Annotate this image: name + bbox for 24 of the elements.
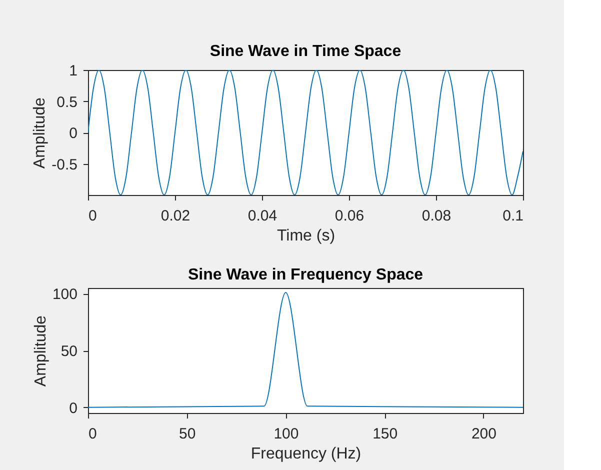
chart-title: Sine Wave in Frequency Space	[188, 266, 424, 284]
x-axis-title: Frequency (Hz)	[250, 446, 362, 462]
chart-title: Sine Wave in Time Space	[210, 43, 402, 60]
y-tick-label: 100	[52, 286, 78, 304]
y-tick-label: 0	[69, 125, 78, 142]
y-tick-label: 0	[69, 400, 78, 417]
x-axis-title: Time (s)	[276, 228, 336, 244]
x-tick-label: 0	[88, 208, 97, 224]
x-tick-label: 0.1	[502, 208, 524, 224]
x-tick-label: 200	[471, 426, 496, 442]
x-tick-label: 0.08	[422, 208, 452, 224]
y-tick-label: 0.5	[56, 94, 78, 111]
x-tick-label: 0.04	[248, 208, 278, 224]
x-tick-label: 100	[274, 426, 299, 442]
y-tick-label: 50	[60, 343, 78, 360]
y-tick-label: 1	[69, 62, 78, 80]
x-tick-label: 0	[88, 426, 97, 442]
x-tick-label: 0.02	[160, 208, 190, 224]
y-axis-title: Amplitude	[32, 315, 50, 387]
y-axis-title: Amplitude	[32, 97, 49, 169]
y-tick-label: -0.5	[52, 156, 78, 174]
x-tick-label: 50	[179, 426, 196, 442]
x-tick-label: 0.06	[334, 208, 364, 224]
x-tick-label: 150	[372, 426, 398, 442]
